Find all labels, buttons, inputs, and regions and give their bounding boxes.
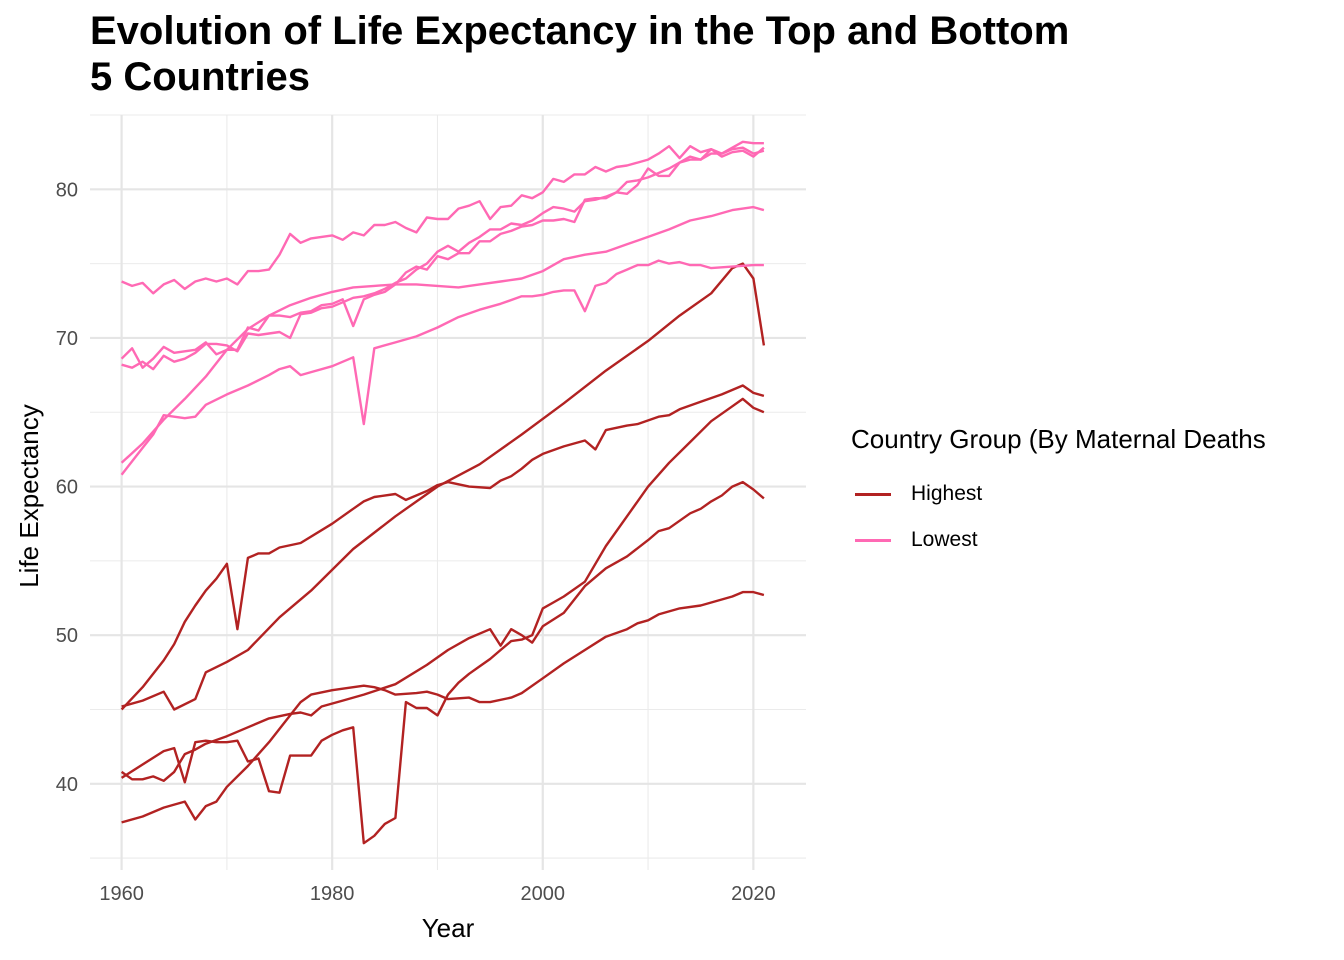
- legend-key-lowest: [855, 539, 891, 542]
- y-axis-tick-labels: 40 50 60 70 80: [56, 179, 78, 795]
- series-line-highest: [121, 590, 765, 824]
- chart-title-line-1: Evolution of Life Expectancy in the Top …: [90, 9, 1070, 53]
- x-tick-label: 1960: [99, 883, 144, 905]
- series-line-highest: [121, 262, 766, 711]
- x-tick-label: 2000: [521, 883, 566, 905]
- series-line-lowest: [120, 259, 764, 476]
- series-lines: [120, 140, 766, 845]
- y-tick-label: 40: [56, 774, 78, 796]
- x-axis-tick-labels: 1960 1980 2000 2020: [99, 883, 775, 905]
- x-tick-label: 1980: [310, 883, 355, 905]
- series-line-lowest: [120, 205, 765, 464]
- series-line-highest: [120, 397, 765, 845]
- legend: Country Group (By Maternal Deaths Highes…: [851, 424, 1266, 551]
- series-line-highest: [120, 384, 765, 711]
- x-tick-label: 2020: [731, 883, 776, 905]
- series-line-lowest: [120, 146, 765, 369]
- y-tick-label: 80: [56, 179, 78, 201]
- chart-title: Evolution of Life Expectancy in the Top …: [90, 8, 1190, 100]
- series-line-highest: [120, 480, 765, 782]
- y-axis-title: Life Expectancy: [14, 404, 44, 588]
- legend-label-highest: Highest: [911, 482, 983, 505]
- grid-minor: [90, 114, 806, 870]
- legend-label-lowest: Lowest: [911, 528, 978, 551]
- grid-major: [90, 115, 806, 870]
- y-tick-label: 60: [56, 477, 78, 499]
- series-line-lowest: [121, 140, 764, 295]
- x-axis-title: Year: [422, 913, 475, 943]
- y-tick-label: 70: [56, 328, 78, 350]
- legend-key-highest: [855, 493, 891, 496]
- chart-title-line-2: 5 Countries: [90, 55, 311, 99]
- legend-title: Country Group (By Maternal Deaths: [851, 424, 1266, 454]
- y-tick-label: 50: [56, 625, 78, 647]
